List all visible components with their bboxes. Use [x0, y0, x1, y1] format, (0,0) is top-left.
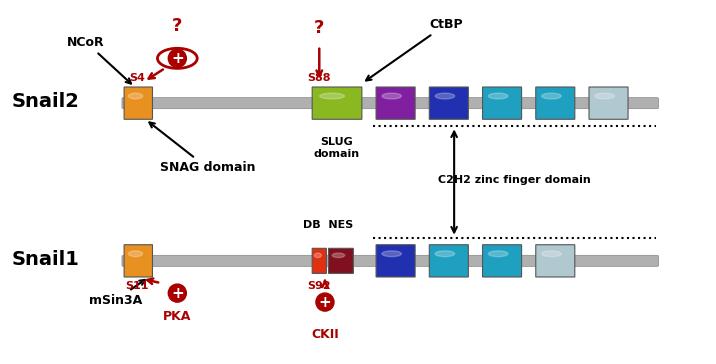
Text: C2H2 zinc finger domain: C2H2 zinc finger domain	[438, 175, 591, 185]
Text: S4: S4	[129, 73, 145, 83]
Text: S11: S11	[125, 281, 149, 290]
Ellipse shape	[319, 93, 344, 99]
Ellipse shape	[488, 251, 508, 257]
FancyBboxPatch shape	[122, 98, 659, 109]
FancyBboxPatch shape	[430, 245, 468, 277]
FancyBboxPatch shape	[312, 248, 326, 273]
Ellipse shape	[541, 93, 561, 99]
FancyBboxPatch shape	[122, 255, 659, 266]
FancyBboxPatch shape	[329, 248, 354, 273]
Text: S92: S92	[307, 281, 331, 290]
Text: CKII: CKII	[311, 328, 339, 341]
Ellipse shape	[382, 251, 402, 257]
Ellipse shape	[382, 93, 402, 99]
Text: PKA: PKA	[163, 310, 191, 323]
Ellipse shape	[332, 253, 344, 258]
FancyBboxPatch shape	[483, 245, 521, 277]
FancyBboxPatch shape	[124, 245, 153, 277]
FancyBboxPatch shape	[483, 87, 521, 119]
FancyBboxPatch shape	[536, 87, 575, 119]
Ellipse shape	[128, 93, 142, 99]
FancyBboxPatch shape	[536, 245, 575, 277]
Ellipse shape	[595, 93, 614, 99]
FancyBboxPatch shape	[124, 87, 153, 119]
FancyBboxPatch shape	[376, 87, 415, 119]
Ellipse shape	[541, 251, 561, 257]
Text: SLUG
domain: SLUG domain	[314, 137, 360, 159]
Text: NCoR: NCoR	[67, 36, 131, 84]
Text: SNAG domain: SNAG domain	[150, 122, 255, 174]
Ellipse shape	[128, 251, 142, 257]
Text: +: +	[319, 294, 332, 309]
Ellipse shape	[435, 93, 455, 99]
Ellipse shape	[314, 253, 321, 258]
FancyBboxPatch shape	[430, 87, 468, 119]
Text: +: +	[171, 51, 184, 66]
Text: S88: S88	[308, 73, 331, 83]
Ellipse shape	[488, 93, 508, 99]
FancyBboxPatch shape	[589, 87, 628, 119]
Text: ?: ?	[314, 19, 324, 37]
Text: DB  NES: DB NES	[303, 220, 353, 230]
Text: Snail2: Snail2	[12, 92, 80, 111]
Text: mSin3A: mSin3A	[89, 280, 145, 307]
FancyBboxPatch shape	[312, 87, 362, 119]
Text: +: +	[171, 286, 184, 301]
Text: CtBP: CtBP	[366, 18, 463, 80]
Ellipse shape	[435, 251, 455, 257]
Text: ?: ?	[172, 17, 183, 35]
FancyBboxPatch shape	[376, 245, 415, 277]
Text: Snail1: Snail1	[12, 250, 80, 269]
